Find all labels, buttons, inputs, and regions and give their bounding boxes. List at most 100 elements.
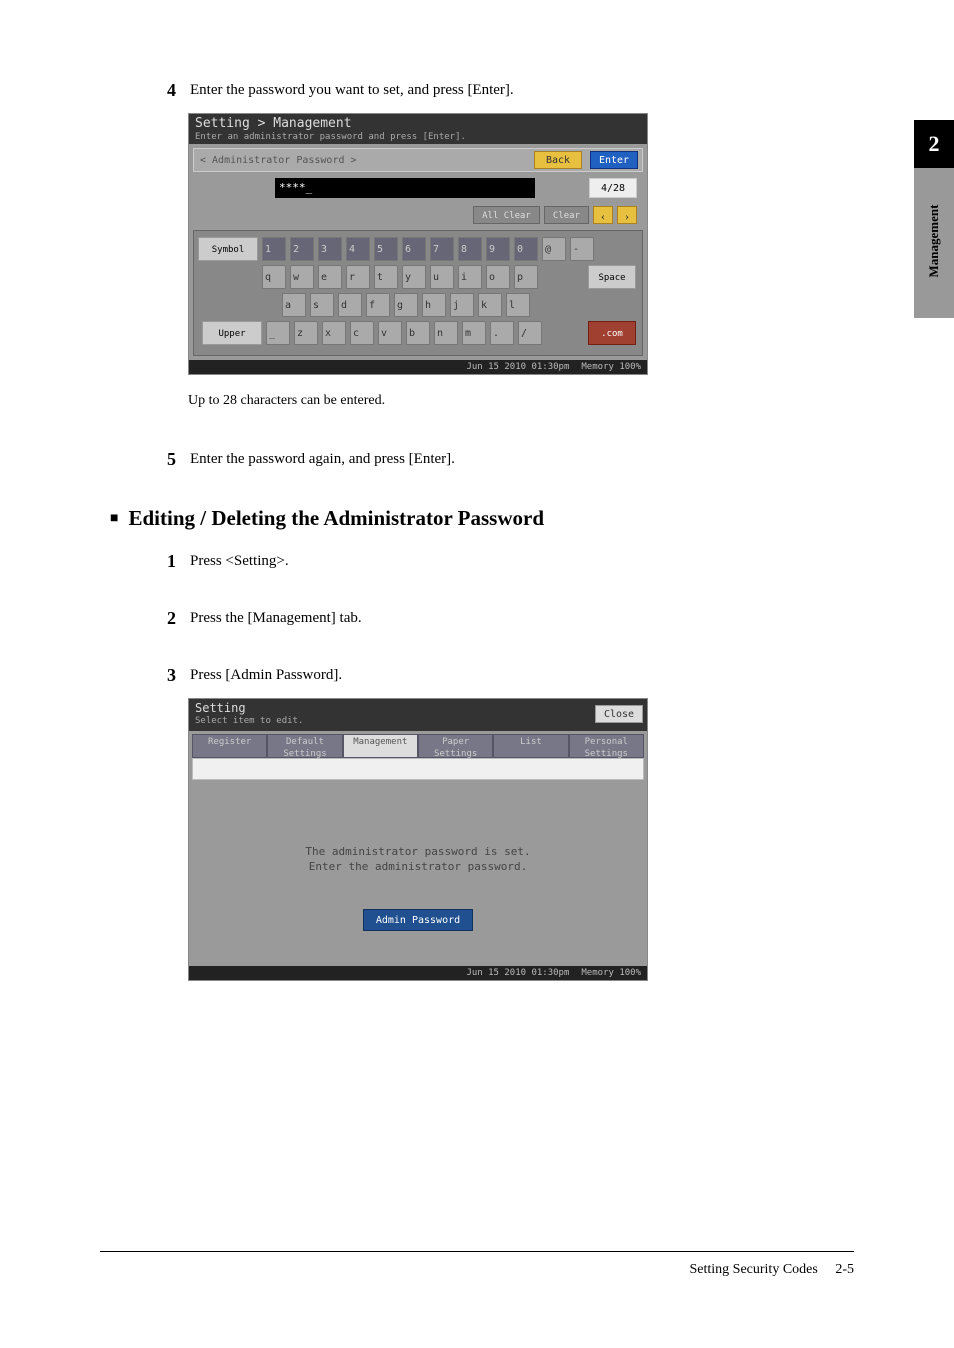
tab-management[interactable]: Management [343, 734, 418, 758]
chapter-side-tab: 2 Management [914, 120, 954, 330]
key-x[interactable]: x [322, 321, 346, 345]
screen-subtitle: Select item to edit. [195, 716, 641, 727]
key-f[interactable]: f [366, 293, 390, 317]
password-input[interactable]: ****_ [275, 178, 535, 198]
step-text: Enter the password you want to set, and … [190, 80, 514, 99]
key-at[interactable]: @ [542, 237, 566, 261]
com-button[interactable]: .com [588, 321, 636, 345]
key-j[interactable]: j [450, 293, 474, 317]
status-bar: Jun 15 2010 01:30pm Memory 100% [189, 966, 647, 980]
key-p[interactable]: p [514, 265, 538, 289]
admin-password-button[interactable]: Admin Password [363, 909, 473, 931]
key-2[interactable]: 2 [290, 237, 314, 261]
step-number: 2 [160, 608, 190, 629]
key-3[interactable]: 3 [318, 237, 342, 261]
key-q[interactable]: q [262, 265, 286, 289]
step-text: Press [Admin Password]. [190, 665, 342, 684]
footer-title: Setting Security Codes [690, 1262, 818, 1277]
key-n[interactable]: n [434, 321, 458, 345]
key-b[interactable]: b [406, 321, 430, 345]
key-y[interactable]: y [402, 265, 426, 289]
key-dot[interactable]: . [490, 321, 514, 345]
step-2: 2 Press the [Management] tab. [160, 608, 854, 629]
key-a[interactable]: a [282, 293, 306, 317]
key-under[interactable]: _ [266, 321, 290, 345]
screen-subtitle: Enter an administrator password and pres… [195, 132, 641, 143]
key-u[interactable]: u [430, 265, 454, 289]
footer-page: 2-5 [835, 1262, 854, 1277]
key-i[interactable]: i [458, 265, 482, 289]
page-footer: Setting Security Codes 2-5 [100, 1251, 854, 1278]
step-4: 4 Enter the password you want to set, an… [160, 80, 854, 409]
key-7[interactable]: 7 [430, 237, 454, 261]
key-8[interactable]: 8 [458, 237, 482, 261]
key-9[interactable]: 9 [486, 237, 510, 261]
tab-paper-settings[interactable]: PaperSettings [418, 734, 493, 758]
step-5: 5 Enter the password again, and press [E… [160, 449, 854, 470]
step-number: 4 [160, 80, 190, 101]
key-4[interactable]: 4 [346, 237, 370, 261]
key-m[interactable]: m [462, 321, 486, 345]
cursor-left-button[interactable]: ‹ [593, 206, 613, 224]
admin-password-message: The administrator password is set. Enter… [189, 845, 647, 874]
kb-header-row: < Administrator Password > Back Enter [193, 148, 643, 172]
key-5[interactable]: 5 [374, 237, 398, 261]
screen-titlebar: Setting > Management Enter an administra… [189, 114, 647, 144]
key-k[interactable]: k [478, 293, 502, 317]
step-text: Press the [Management] tab. [190, 608, 362, 627]
section-bullet: ■ [110, 511, 118, 527]
key-h[interactable]: h [422, 293, 446, 317]
key-v[interactable]: v [378, 321, 402, 345]
space-button[interactable]: Space [588, 265, 636, 289]
status-time: Jun 15 2010 01:30pm [466, 362, 569, 372]
char-count: 4/28 [589, 178, 637, 198]
key-0[interactable]: 0 [514, 237, 538, 261]
step-1: 1 Press <Setting>. [160, 551, 854, 572]
key-6[interactable]: 6 [402, 237, 426, 261]
status-memory: Memory 100% [581, 968, 641, 978]
key-g[interactable]: g [394, 293, 418, 317]
key-c[interactable]: c [350, 321, 374, 345]
key-z[interactable]: z [294, 321, 318, 345]
key-slash[interactable]: / [518, 321, 542, 345]
key-l[interactable]: l [506, 293, 530, 317]
close-button[interactable]: Close [595, 705, 643, 723]
status-time: Jun 15 2010 01:30pm [466, 968, 569, 978]
status-memory: Memory 100% [581, 362, 641, 372]
key-w[interactable]: w [290, 265, 314, 289]
chapter-number: 2 [914, 120, 954, 168]
tab-default-settings[interactable]: DefaultSettings [267, 734, 342, 758]
step-text: Enter the password again, and press [Ent… [190, 449, 455, 468]
upper-button[interactable]: Upper [202, 321, 262, 345]
enter-button[interactable]: Enter [590, 151, 638, 169]
admin-password-label: < Administrator Password > [200, 155, 357, 166]
screenshot-settings: Setting Select item to edit. Close Regis… [188, 698, 648, 981]
step4-note: Up to 28 characters can be entered. [188, 393, 854, 409]
key-o[interactable]: o [486, 265, 510, 289]
key-s[interactable]: s [310, 293, 334, 317]
key-dash[interactable]: - [570, 237, 594, 261]
symbol-button[interactable]: Symbol [198, 237, 258, 261]
all-clear-button[interactable]: All Clear [473, 206, 540, 224]
key-e[interactable]: e [318, 265, 342, 289]
step-number: 1 [160, 551, 190, 572]
back-button[interactable]: Back [534, 151, 582, 169]
key-r[interactable]: r [346, 265, 370, 289]
tab-personal-settings[interactable]: PersonalSettings [569, 734, 644, 758]
screen-title: Setting > Management [195, 116, 641, 132]
screenshot-keyboard: Setting > Management Enter an administra… [188, 113, 648, 375]
screen-titlebar: Setting Select item to edit. Close [189, 699, 647, 731]
key-t[interactable]: t [374, 265, 398, 289]
step-number: 3 [160, 665, 190, 686]
clear-button[interactable]: Clear [544, 206, 589, 224]
cursor-right-button[interactable]: › [617, 206, 637, 224]
tab-list[interactable]: List [493, 734, 568, 758]
toolbar-blank [192, 758, 644, 780]
key-d[interactable]: d [338, 293, 362, 317]
step-3: 3 Press [Admin Password]. Setting Select… [160, 665, 854, 981]
tab-register[interactable]: Register [192, 734, 267, 758]
screen-title: Setting [195, 701, 641, 715]
step-text: Press <Setting>. [190, 551, 289, 570]
chapter-label: Management [926, 181, 942, 301]
key-1[interactable]: 1 [262, 237, 286, 261]
